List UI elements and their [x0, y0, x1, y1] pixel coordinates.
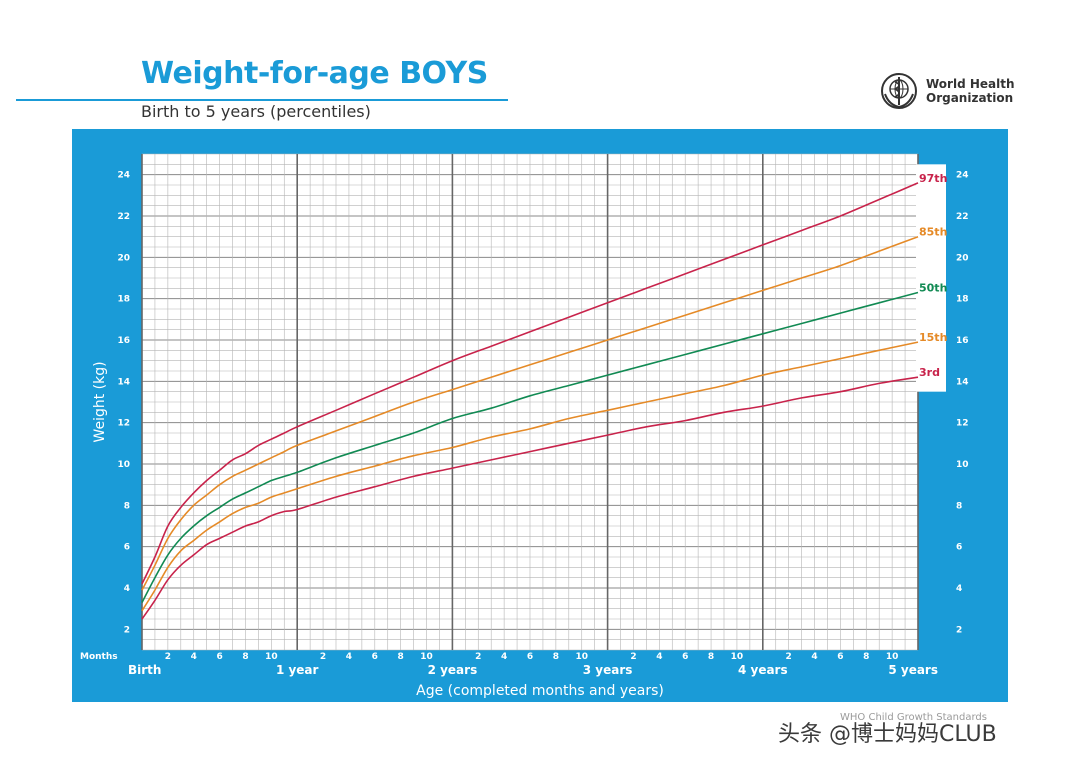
- y-tick-label-left: 12: [117, 419, 130, 429]
- x-tick-label-month: 4: [346, 652, 352, 662]
- y-tick-label-right: 22: [956, 212, 969, 222]
- y-tick-label-left: 14: [117, 377, 130, 387]
- x-tick-label-month: 10: [575, 652, 588, 662]
- y-tick-label-left: 4: [124, 584, 130, 594]
- page-title: Weight-for-age BOYS: [141, 56, 488, 91]
- percentile-line-15th: [141, 341, 919, 612]
- who-emblem-icon: [881, 73, 917, 109]
- x-tick-label-month: 2: [630, 652, 636, 662]
- percentile-line-97th: [141, 182, 919, 585]
- x-tick-label-month: 6: [527, 652, 533, 662]
- y-tick-label-right: 20: [956, 253, 969, 263]
- x-tick-label-month: 8: [553, 652, 559, 662]
- x-tick-label-month: 4: [656, 652, 662, 662]
- y-tick-label-left: 8: [124, 501, 130, 511]
- x-tick-label-month: 2: [786, 652, 792, 662]
- y-tick-label-left: 6: [124, 543, 130, 553]
- x-tick-label-year: 5 years: [888, 663, 938, 677]
- organization-name-line-1: World Health: [926, 77, 1015, 91]
- series-label-area: [916, 164, 946, 392]
- y-tick-label-left: 10: [117, 460, 130, 470]
- x-tick-label-month: 10: [886, 652, 899, 662]
- organization-name: World Health Organization: [926, 77, 1015, 105]
- x-tick-label-month: 4: [811, 652, 817, 662]
- x-tick-label-month: 6: [682, 652, 688, 662]
- x-tick-label-month: 8: [863, 652, 869, 662]
- x-tick-label-month: 8: [398, 652, 404, 662]
- y-tick-label-left: 24: [117, 171, 130, 181]
- y-tick-label-right: 18: [956, 295, 969, 305]
- y-tick-label-left: 18: [117, 295, 130, 305]
- x-axis-label: Age (completed months and years): [416, 683, 664, 699]
- series-label-50th: 50th: [919, 281, 947, 294]
- x-tick-label-month: 10: [420, 652, 433, 662]
- x-tick-label-month: 6: [216, 652, 222, 662]
- chart-panel: 2 2 4 4 6 6 8 8 10 10 12 12 14 14 16 16 18 18 20 20 22 22 24 24…: [72, 129, 1008, 702]
- percentile-line-3rd: [141, 376, 919, 620]
- x-tick-label-month: 4: [191, 652, 197, 662]
- x-unit-label: Months: [80, 652, 118, 662]
- series-label-3rd: 3rd: [919, 366, 940, 379]
- x-tick-label-month: 4: [501, 652, 507, 662]
- y-tick-label-left: 20: [117, 253, 130, 263]
- x-tick-label-year: 3 years: [583, 663, 633, 677]
- x-tick-label-month: 6: [372, 652, 378, 662]
- y-tick-label-right: 24: [956, 171, 969, 181]
- x-tick-label-month: 8: [242, 652, 248, 662]
- page-subtitle: Birth to 5 years (percentiles): [141, 102, 371, 121]
- y-tick-label-right: 8: [956, 501, 962, 511]
- y-tick-label-left: 22: [117, 212, 130, 222]
- x-tick-label-month: 6: [837, 652, 843, 662]
- y-tick-label-left: 16: [117, 336, 130, 346]
- title-underline: [16, 99, 508, 101]
- y-tick-label-right: 16: [956, 336, 969, 346]
- x-tick-label-year: 1 year: [276, 663, 319, 677]
- x-tick-label-month: 8: [708, 652, 714, 662]
- x-tick-label-year: 2 years: [428, 663, 478, 677]
- percentile-line-50th: [141, 291, 919, 603]
- y-tick-label-right: 12: [956, 419, 969, 429]
- x-tick-label-month: 2: [165, 652, 171, 662]
- y-tick-label-left: 2: [124, 625, 130, 635]
- x-tick-label-month: 10: [731, 652, 744, 662]
- source-note: WHO Child Growth Standards: [840, 712, 987, 723]
- y-tick-label-right: 4: [956, 584, 962, 594]
- y-tick-label-right: 6: [956, 543, 962, 553]
- percentile-curves: 97th 85th 50th 15th 3rd: [141, 172, 947, 620]
- series-label-97th: 97th: [919, 172, 947, 185]
- grid-lines: [141, 153, 946, 651]
- y-tick-label-right: 14: [956, 377, 969, 387]
- x-tick-label-year: Birth: [128, 663, 161, 677]
- y-tick-label-right: 10: [956, 460, 969, 470]
- percentile-line-85th: [141, 235, 919, 591]
- x-tick-label-month: 10: [265, 652, 278, 662]
- series-label-85th: 85th: [919, 226, 947, 239]
- x-tick-label-month: 2: [320, 652, 326, 662]
- x-tick-label-year: 4 years: [738, 663, 788, 677]
- watermark: 头条 @博士妈妈CLUB: [778, 722, 997, 747]
- y-tick-label-right: 2: [956, 625, 962, 635]
- series-label-15th: 15th: [919, 331, 947, 344]
- y-axis-label: Weight (kg): [92, 361, 108, 442]
- x-tick-label-month: 2: [475, 652, 481, 662]
- organization-name-line-2: Organization: [926, 91, 1014, 105]
